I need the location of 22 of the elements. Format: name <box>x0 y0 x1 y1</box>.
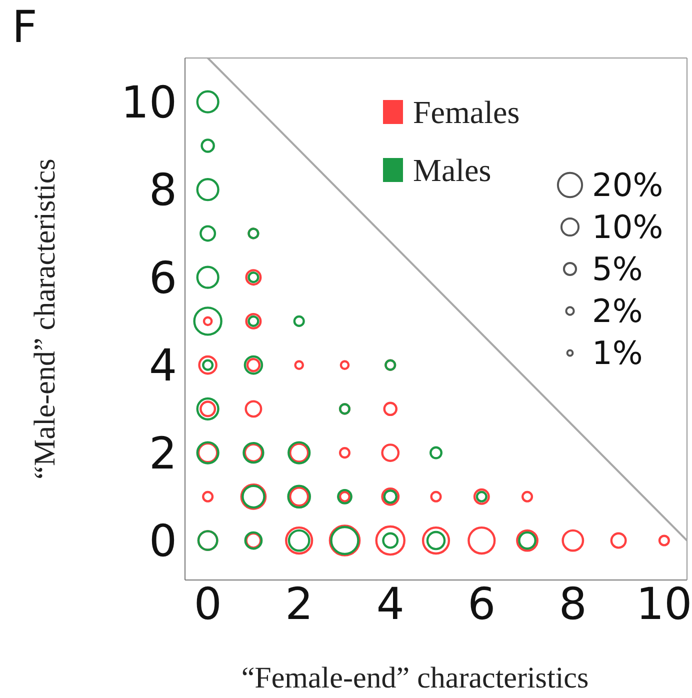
x-tick-label: 10 <box>636 579 692 630</box>
x-tick-label: 8 <box>558 579 587 630</box>
legend-label: 20% <box>592 166 664 204</box>
x-tick-label: 6 <box>468 579 496 630</box>
x-tick-label: 0 <box>194 579 222 630</box>
y-tick-label: 8 <box>149 165 177 216</box>
x-axis-title: “Female-end” characteristics <box>241 662 589 694</box>
legend-label: Females <box>413 94 520 130</box>
legend-label: 1% <box>592 334 643 372</box>
text: F <box>12 2 38 53</box>
y-tick-label: 10 <box>121 77 177 128</box>
y-tick-label: 2 <box>149 428 177 480</box>
y-tick-label: 4 <box>149 340 177 392</box>
y-tick-label: 0 <box>149 516 177 568</box>
x-tick-label: 2 <box>285 579 314 630</box>
legend-label: 5% <box>592 250 643 288</box>
y-axis-title: “Male-end” characteristics <box>28 158 62 480</box>
y-tick-label: 6 <box>149 252 177 304</box>
legend-label: Males <box>413 152 492 188</box>
legend-label: 2% <box>592 292 643 330</box>
x-tick-label: 4 <box>376 579 404 630</box>
legend-label: 10% <box>592 208 664 246</box>
